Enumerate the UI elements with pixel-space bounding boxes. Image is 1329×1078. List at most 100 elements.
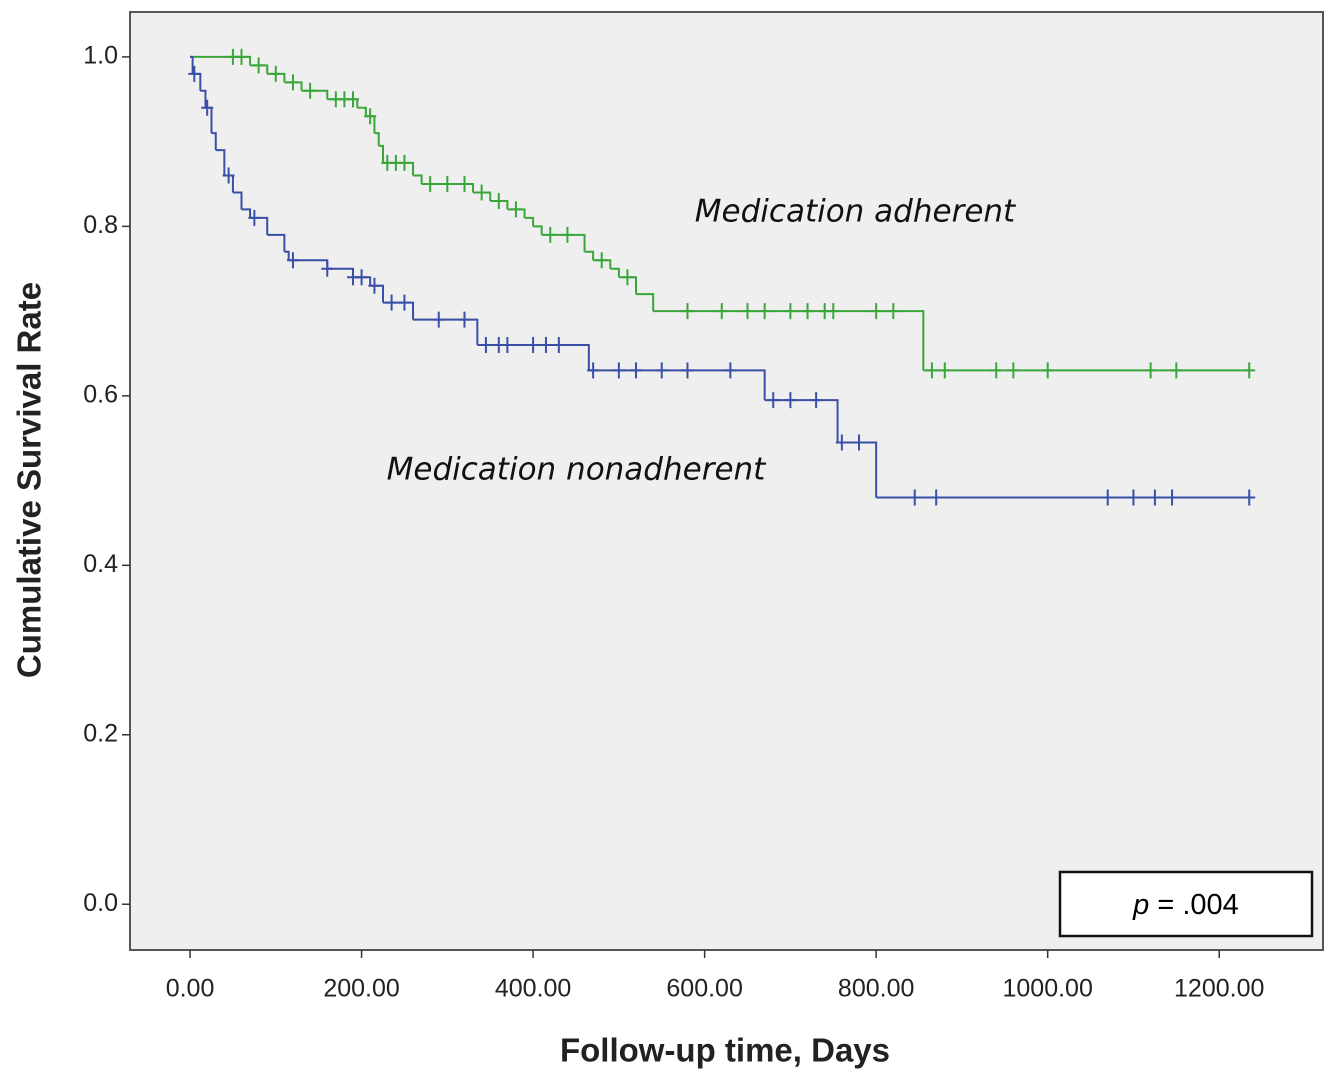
survival-step (190, 55, 252, 66)
censor-mark (346, 91, 359, 108)
censor-mark (368, 277, 381, 294)
censor-mark (1170, 362, 1183, 379)
x-tick-label: 1000.00 (1003, 975, 1093, 1003)
survival-step (284, 250, 290, 261)
censor-mark (827, 303, 840, 320)
censor-mark (835, 434, 848, 451)
survival-step (413, 174, 423, 185)
censor-mark (509, 201, 522, 218)
censor-mark (870, 303, 883, 320)
censor-mark (561, 226, 574, 243)
censor-mark (630, 362, 643, 379)
censor-mark (587, 362, 600, 379)
censor-mark (222, 167, 235, 184)
censor-mark (681, 362, 694, 379)
x-tick-label: 1200.00 (1174, 975, 1264, 1003)
censor-mark (398, 154, 411, 171)
survival-step (584, 250, 595, 261)
y-axis-label: Cumulative Survival Rate (11, 282, 48, 678)
survival-step (241, 208, 252, 218)
censor-mark (424, 176, 437, 193)
series-label: Medication adherent (695, 194, 1017, 230)
censor-mark (398, 294, 411, 311)
censor-mark (938, 362, 951, 379)
censor-mark (1101, 489, 1114, 506)
censor-mark (595, 252, 608, 269)
survival-step (421, 183, 475, 193)
censor-mark (544, 226, 557, 243)
censor-mark (724, 362, 737, 379)
censor-mark (1148, 489, 1161, 506)
survival-step (378, 144, 385, 163)
censor-mark (621, 269, 634, 286)
censor-mark (655, 362, 668, 379)
p-value: p = .004 (1132, 889, 1239, 921)
censor-mark (887, 303, 900, 320)
censor-mark (479, 337, 492, 354)
censor-mark (930, 489, 943, 506)
censor-mark (252, 57, 265, 74)
p-text: = .004 (1157, 889, 1238, 921)
censor-mark (286, 74, 299, 91)
censor-mark (441, 176, 454, 193)
survival-step (200, 89, 207, 108)
y-tick-label: 1.0 (83, 42, 118, 70)
censor-mark (458, 176, 471, 193)
censor-mark (269, 65, 282, 82)
censor-mark (201, 99, 214, 116)
censor-mark (908, 489, 921, 506)
censor-mark (758, 303, 771, 320)
censor-mark (810, 392, 823, 409)
x-tick-label: 400.00 (495, 975, 571, 1003)
survival-step (267, 233, 286, 252)
censor-mark (767, 392, 780, 409)
censor-mark (1166, 489, 1179, 506)
y-tick-label: 0.0 (83, 889, 118, 917)
censor-mark (304, 82, 317, 99)
p-symbol: p (1132, 889, 1149, 921)
censor-mark (1007, 362, 1020, 379)
censor-mark (355, 269, 368, 286)
censor-mark (784, 392, 797, 409)
survival-step (374, 132, 380, 146)
censor-mark (1243, 362, 1256, 379)
y-tick-label: 0.6 (83, 380, 118, 408)
survival-step (524, 216, 535, 227)
censor-mark (539, 337, 552, 354)
censor-mark (801, 303, 814, 320)
series-label: Medication nonadherent (387, 452, 768, 488)
censor-mark (681, 303, 694, 320)
censor-mark (248, 209, 261, 226)
y-tick-label: 0.2 (83, 719, 118, 747)
censor-mark (527, 337, 540, 354)
survival-step (588, 369, 766, 401)
censor-mark (364, 108, 377, 125)
survival-step (190, 55, 194, 74)
plot-area (129, 11, 1324, 951)
censor-mark (741, 303, 754, 320)
y-tick-label: 0.4 (83, 550, 118, 578)
censor-mark (1243, 489, 1256, 506)
survival-step (636, 293, 655, 312)
survival-step (232, 191, 243, 210)
censor-mark (612, 362, 625, 379)
censor-mark (475, 184, 488, 201)
censor-mark (784, 303, 797, 320)
x-tick-label: 600.00 (666, 975, 742, 1003)
censor-mark (385, 294, 398, 311)
survival-step (211, 132, 217, 151)
censor-mark (458, 311, 471, 328)
survival-step (477, 344, 590, 371)
survival-step (837, 441, 878, 498)
censor-mark (925, 362, 938, 379)
survival-step (357, 106, 367, 117)
censor-mark (715, 303, 728, 320)
p-value-box (1058, 870, 1314, 938)
x-tick-label: 0.00 (166, 975, 215, 1003)
survival-step (533, 225, 543, 235)
x-tick-label: 200.00 (323, 975, 399, 1003)
x-axis-label: Follow-up time, Days (560, 1032, 890, 1069)
censor-mark (552, 337, 565, 354)
survival-step (215, 149, 226, 176)
